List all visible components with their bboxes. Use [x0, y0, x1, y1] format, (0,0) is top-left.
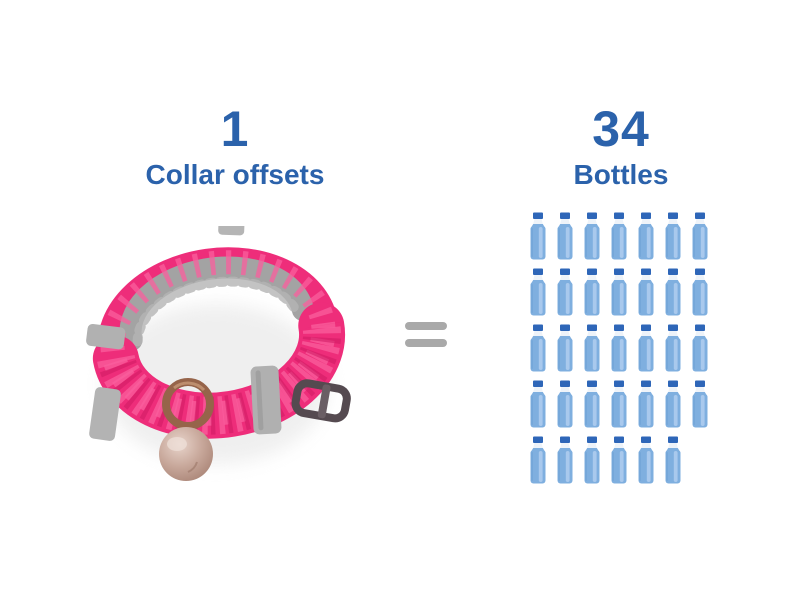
equals-bar [405, 322, 447, 330]
water-bottle-icon [557, 268, 573, 316]
equals-icon [405, 322, 447, 347]
collar-heading: 1 Collar offsets [90, 102, 380, 190]
bottles-label: Bottles [573, 159, 669, 190]
bottle-grid [528, 212, 710, 484]
water-bottle-icon [638, 436, 654, 484]
water-bottle-icon [692, 212, 708, 260]
water-bottle-icon [530, 380, 546, 428]
water-bottle-icon [611, 436, 627, 484]
dog-collar-icon [86, 214, 351, 481]
water-bottle-icon [557, 212, 573, 260]
water-bottle-icon [530, 268, 546, 316]
water-bottle-icon [530, 324, 546, 372]
water-bottle-icon [638, 380, 654, 428]
water-bottle-icon [638, 212, 654, 260]
water-bottle-icon [692, 268, 708, 316]
collar-count: 1 [220, 101, 250, 157]
water-bottle-icon [584, 380, 600, 428]
water-bottle-icon [611, 324, 627, 372]
collar-label: Collar offsets [145, 159, 325, 190]
water-bottle-icon [584, 324, 600, 372]
water-bottle-icon [557, 324, 573, 372]
water-bottle-icon [584, 436, 600, 484]
water-bottle-icon [530, 212, 546, 260]
water-bottle-icon [638, 324, 654, 372]
water-bottle-icon [611, 268, 627, 316]
water-bottle-icon [665, 380, 681, 428]
water-bottle-icon [584, 268, 600, 316]
water-bottle-icon [665, 436, 681, 484]
water-bottle-icon [665, 324, 681, 372]
water-bottle-icon [557, 380, 573, 428]
bottles-count: 34 [592, 101, 650, 157]
water-bottle-icon [530, 436, 546, 484]
equals-bar [405, 339, 447, 347]
water-bottle-icon [557, 436, 573, 484]
collar-photo [84, 214, 354, 496]
water-bottle-icon [638, 268, 654, 316]
water-bottle-icon [584, 212, 600, 260]
water-bottle-icon [692, 380, 708, 428]
water-bottle-icon [665, 212, 681, 260]
water-bottle-icon [692, 324, 708, 372]
bottles-heading: 34 Bottles [516, 102, 726, 190]
water-bottle-icon [665, 268, 681, 316]
water-bottle-icon [611, 380, 627, 428]
water-bottle-icon [611, 212, 627, 260]
